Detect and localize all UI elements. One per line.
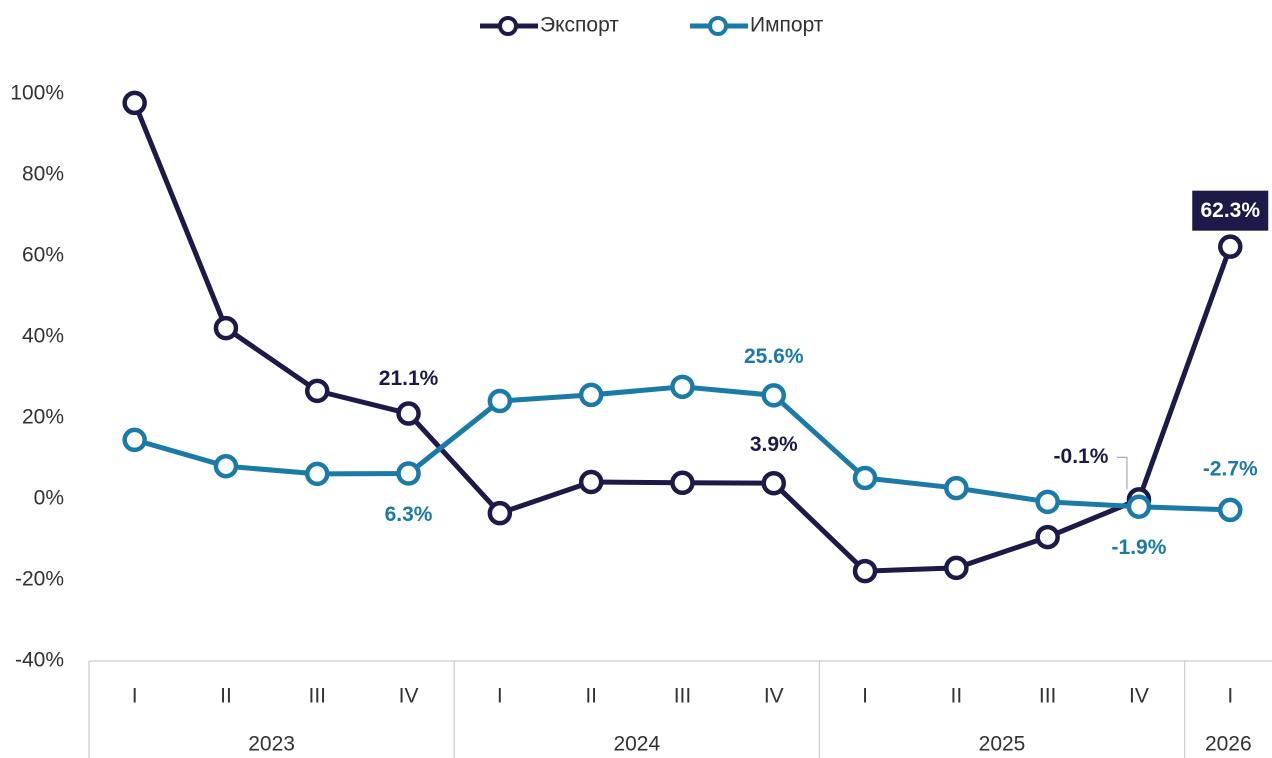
- y-tick-label: 60%: [22, 244, 64, 267]
- point: [946, 478, 966, 498]
- legend-text: Экспорт: [540, 14, 619, 37]
- point: [216, 456, 236, 476]
- x-tick-label: I: [1227, 685, 1233, 708]
- point: [581, 472, 601, 492]
- x-tick-label: II: [585, 685, 597, 708]
- x-tick-label: I: [862, 685, 868, 708]
- x-tick-label: IV: [399, 685, 419, 708]
- y-tick-label: 20%: [22, 406, 64, 429]
- x-tick-label: II: [951, 685, 963, 708]
- point: [672, 377, 692, 397]
- data-label: 62.3%: [1200, 199, 1260, 222]
- point: [125, 430, 145, 450]
- y-tick-label: 80%: [22, 163, 64, 186]
- legend-marker: [710, 18, 726, 34]
- point: [399, 404, 419, 424]
- point: [307, 381, 327, 401]
- group-label: 2024: [613, 733, 660, 756]
- point: [764, 473, 784, 493]
- point: [1220, 237, 1240, 257]
- y-tick-label: 100%: [10, 82, 64, 105]
- data-label: 21.1%: [379, 367, 439, 390]
- point: [855, 561, 875, 581]
- legend-marker: [500, 18, 516, 34]
- y-tick-label: 0%: [34, 487, 64, 510]
- point: [764, 385, 784, 405]
- point: [490, 391, 510, 411]
- point: [307, 464, 327, 484]
- y-tick-label: -40%: [15, 649, 64, 672]
- point: [672, 473, 692, 493]
- page: {"chart_data": { "type": "line", "groups…: [0, 0, 1272, 758]
- group-label: 2025: [979, 733, 1026, 756]
- data-label: -1.9%: [1112, 536, 1167, 559]
- x-tick-label: III: [674, 685, 692, 708]
- data-label: -2.7%: [1203, 457, 1258, 480]
- legend-text: Импорт: [750, 14, 824, 37]
- x-tick-label: III: [1039, 685, 1057, 708]
- group-label: 2023: [248, 733, 295, 756]
- point: [399, 463, 419, 483]
- point: [1038, 527, 1058, 547]
- x-tick-label: IV: [1129, 685, 1149, 708]
- point: [581, 385, 601, 405]
- data-label: -0.1%: [1054, 445, 1109, 468]
- data-label: 25.6%: [744, 345, 804, 368]
- point: [1129, 497, 1149, 517]
- point: [490, 503, 510, 523]
- x-tick-label: IV: [764, 685, 784, 708]
- point: [855, 468, 875, 488]
- x-tick-label: III: [308, 685, 326, 708]
- point: [1038, 492, 1058, 512]
- y-tick-label: -20%: [15, 568, 64, 591]
- data-label: 6.3%: [385, 503, 433, 526]
- point: [946, 558, 966, 578]
- data-label: 3.9%: [750, 433, 798, 456]
- y-tick-label: 40%: [22, 325, 64, 348]
- point: [1220, 500, 1240, 520]
- x-tick-label: II: [220, 685, 232, 708]
- point: [125, 93, 145, 113]
- x-tick-label: I: [497, 685, 503, 708]
- group-label: 2026: [1205, 733, 1252, 756]
- x-tick-label: I: [132, 685, 138, 708]
- chart: -40%-20%0%20%40%60%80%100%IIIIIIIV2023II…: [0, 0, 1272, 758]
- leader-line: [1117, 457, 1127, 489]
- point: [216, 318, 236, 338]
